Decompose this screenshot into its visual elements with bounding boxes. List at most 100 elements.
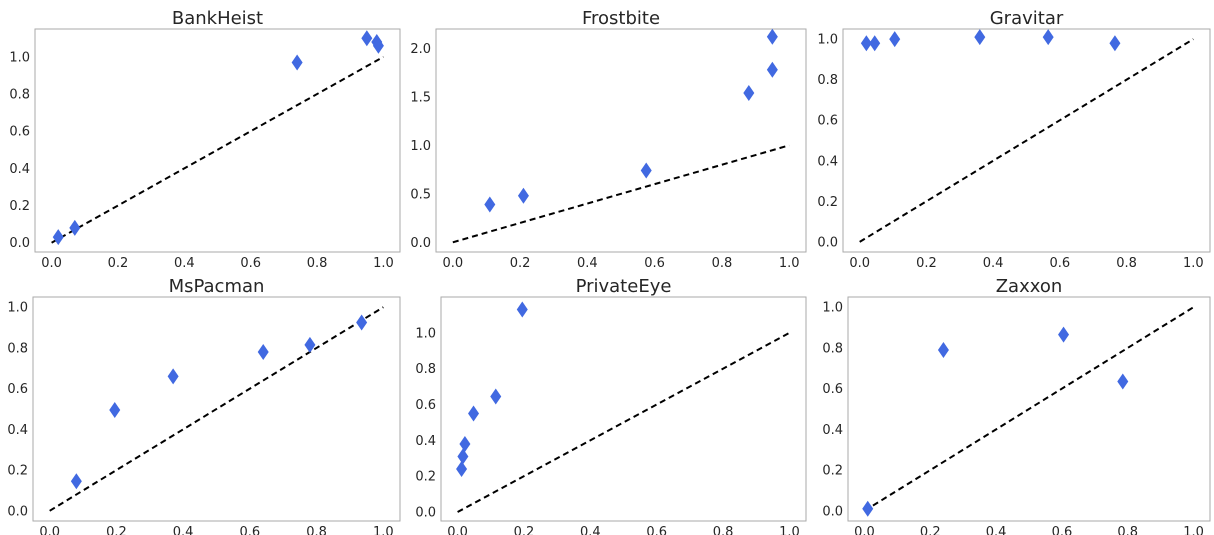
- x-tick-label: 0.8: [1116, 256, 1137, 271]
- subplot-4: PrivateEye 0.0 0.2 0.4 0.6 0.8 1.0 0.0 0.2 0.4 0.6…: [415, 276, 807, 535]
- data-point: [52, 229, 64, 246]
- x-tick-label: 0.8: [307, 256, 328, 271]
- x-tick-label: 0.0: [854, 525, 875, 535]
- y-tick-label: 0.2: [822, 464, 843, 479]
- data-point: [291, 54, 303, 71]
- x-tick-label: 0.4: [983, 256, 1004, 271]
- data-point: [468, 405, 480, 422]
- data-point: [1109, 35, 1121, 52]
- data-point: [70, 473, 82, 490]
- axes-frame: [847, 296, 1211, 522]
- data-point: [1058, 326, 1070, 343]
- y-tick-label: 2.0: [410, 42, 431, 57]
- subplot-3: MsPacman 0.0 0.2 0.4 0.6 0.8 1.0 0.0 0.2 0.4 0.6 0.…: [7, 276, 401, 535]
- y-tick-label: 0.4: [817, 154, 838, 169]
- x-tick-label: 0.0: [442, 256, 463, 271]
- x-tick-label: 0.0: [41, 256, 62, 271]
- y-tick-label: 0.0: [410, 236, 431, 251]
- x-tick-label: 0.4: [577, 256, 598, 271]
- x-tick-label: 1.0: [1183, 256, 1204, 271]
- x-tick-label: 0.2: [108, 256, 129, 271]
- y-tick-label: 0.8: [9, 88, 30, 103]
- y-tick-label: 0.2: [9, 199, 30, 214]
- data-point: [356, 314, 368, 331]
- data-point: [361, 30, 373, 47]
- data-point: [490, 388, 502, 405]
- data-point: [459, 435, 471, 452]
- subplot-2: Gravitar 0.0 0.2 0.4 0.6 0.8 1.0 0.0 0.2 0.4 0.6 0.…: [817, 8, 1211, 271]
- y-tick-label: 0.0: [817, 235, 838, 250]
- axes-frame: [32, 296, 401, 522]
- x-tick-label: 0.0: [447, 525, 468, 535]
- chart-title: Frostbite: [582, 8, 660, 29]
- x-tick-label: 0.2: [916, 256, 937, 271]
- data-point: [372, 37, 384, 54]
- x-tick-label: 1.0: [779, 525, 800, 535]
- reference-line: [51, 56, 384, 244]
- y-tick-label: 1.0: [415, 326, 436, 341]
- y-tick-label: 0.8: [415, 362, 436, 377]
- y-tick-label: 0.5: [410, 187, 431, 202]
- x-tick-label: 0.8: [1117, 525, 1138, 535]
- y-tick-label: 0.2: [817, 195, 838, 210]
- y-tick-label: 0.0: [822, 504, 843, 519]
- axes-frame: [842, 28, 1211, 253]
- data-point: [766, 28, 778, 45]
- chart-title: BankHeist: [172, 8, 263, 29]
- data-point: [484, 196, 496, 213]
- y-tick-label: 0.6: [817, 114, 838, 129]
- axes-frame: [435, 28, 807, 253]
- chart-title: Gravitar: [990, 8, 1064, 29]
- data-point: [974, 29, 986, 46]
- x-tick-label: 0.6: [240, 525, 261, 535]
- y-tick-label: 1.0: [817, 33, 838, 48]
- data-point: [69, 219, 81, 236]
- x-tick-label: 0.4: [580, 525, 601, 535]
- x-tick-label: 1.0: [373, 256, 394, 271]
- data-point: [167, 368, 179, 385]
- chart-title: Zaxxon: [996, 276, 1063, 297]
- data-point: [743, 84, 755, 101]
- subplot-5: Zaxxon 0.0 0.2 0.4 0.6 0.8 1.0 0.0 0.2 0.4 0.6 0.8 1…: [822, 276, 1211, 535]
- data-point: [109, 402, 121, 419]
- y-tick-label: 1.0: [9, 50, 30, 65]
- x-tick-label: 0.2: [920, 525, 941, 535]
- reference-line: [457, 331, 790, 513]
- data-point: [869, 35, 881, 52]
- x-tick-label: 0.4: [174, 256, 195, 271]
- y-tick-label: 0.6: [415, 398, 436, 413]
- y-tick-label: 0.2: [7, 464, 28, 479]
- x-tick-label: 0.6: [240, 256, 261, 271]
- x-tick-label: 0.4: [173, 525, 194, 535]
- x-tick-label: 0.6: [646, 525, 667, 535]
- y-tick-label: 1.0: [7, 301, 28, 316]
- data-point: [766, 61, 778, 78]
- data-point: [1042, 29, 1054, 46]
- reference-line: [452, 144, 790, 244]
- data-point: [1117, 373, 1129, 390]
- chart-title: MsPacman: [169, 276, 265, 297]
- x-tick-label: 0.6: [1052, 525, 1073, 535]
- y-tick-label: 0.6: [7, 382, 28, 397]
- data-point: [889, 31, 901, 48]
- x-tick-label: 0.0: [849, 256, 870, 271]
- y-tick-label: 0.4: [822, 423, 843, 438]
- y-tick-label: 0.0: [7, 504, 28, 519]
- data-point: [862, 500, 874, 517]
- x-tick-label: 1.0: [373, 525, 394, 535]
- x-tick-label: 0.2: [514, 525, 535, 535]
- x-tick-label: 0.8: [713, 525, 734, 535]
- y-tick-label: 0.8: [7, 341, 28, 356]
- chart-title: PrivateEye: [576, 276, 672, 297]
- x-tick-label: 0.8: [306, 525, 327, 535]
- reference-line: [863, 306, 1195, 512]
- y-tick-label: 0.0: [9, 236, 30, 251]
- axes-frame: [34, 28, 401, 253]
- x-tick-label: 0.4: [986, 525, 1007, 535]
- data-point: [937, 341, 949, 358]
- data-point: [257, 343, 269, 360]
- data-point: [860, 35, 872, 52]
- data-point: [456, 461, 468, 478]
- y-tick-label: 0.0: [415, 506, 436, 521]
